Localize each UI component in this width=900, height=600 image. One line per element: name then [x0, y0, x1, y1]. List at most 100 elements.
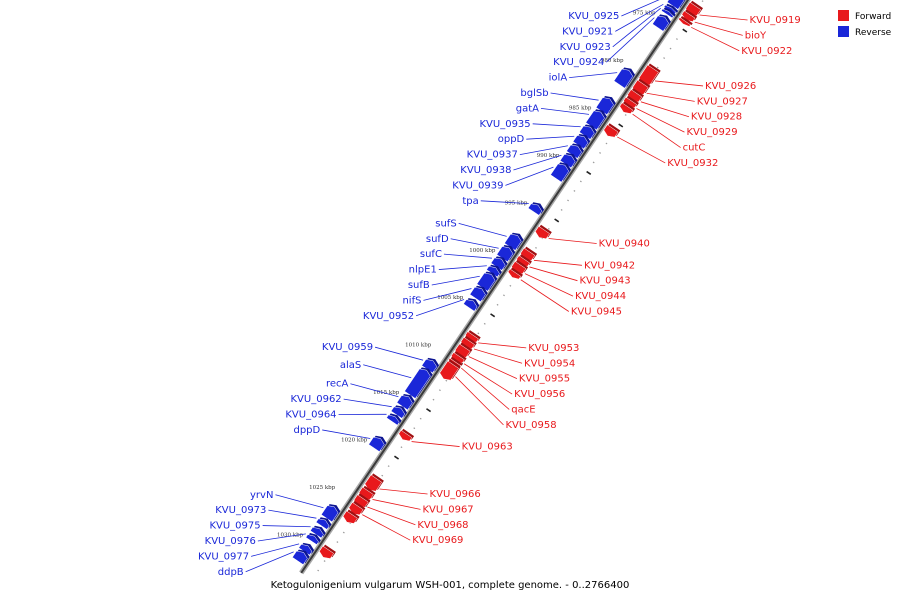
gene-label-KVU_0929[interactable]: KVU_0929 [686, 127, 737, 138]
forward-gene-KVU_0932[interactable] [603, 124, 619, 138]
reverse-gene-KVU_0964[interactable] [386, 414, 400, 426]
gene-label-KVU_0968[interactable]: KVU_0968 [417, 520, 468, 531]
gene-label-KVU_0976[interactable]: KVU_0976 [205, 536, 256, 547]
leader-line [463, 363, 513, 395]
gene-label-KVU_0922[interactable]: KVU_0922 [741, 46, 792, 57]
reverse-gene-KVU_0973[interactable] [315, 518, 330, 530]
gene-label-KVU_0953[interactable]: KVU_0953 [528, 343, 579, 354]
gene-label-KVU_0962[interactable]: KVU_0962 [291, 394, 342, 405]
minor-tick [438, 389, 441, 392]
reverse-gene-nifS[interactable] [469, 287, 486, 303]
reverse-gene-KVU_0925[interactable] [666, 0, 685, 10]
gene-label-KVU_0923[interactable]: KVU_0923 [560, 42, 611, 53]
gene-label-qacE[interactable]: qacE [511, 404, 535, 415]
reverse-gene-ddpB[interactable] [292, 550, 308, 565]
gene-label-KVU_0937[interactable]: KVU_0937 [467, 150, 518, 161]
gene-label-KVU_0959[interactable]: KVU_0959 [322, 342, 373, 353]
reverse-gene-recA[interactable] [396, 395, 413, 411]
gene-label-KVU_0955[interactable]: KVU_0955 [519, 374, 570, 385]
minor-tick [592, 161, 595, 164]
gene-label-sufB[interactable]: sufB [408, 280, 430, 291]
gene-label-KVU_0938[interactable]: KVU_0938 [460, 165, 511, 176]
reverse-gene-KVU_0975[interactable] [310, 527, 324, 539]
forward-gene-cutC[interactable] [619, 102, 634, 114]
forward-gene-KVU_0963[interactable] [398, 429, 413, 442]
forward-gene-KVU_0922[interactable] [678, 17, 691, 27]
gene-label-KVU_0945[interactable]: KVU_0945 [571, 306, 622, 317]
leader-line [322, 429, 371, 439]
reverse-gene-dppD[interactable] [368, 436, 385, 452]
forward-gene-unlabeled[interactable] [342, 510, 358, 524]
forward-gene-KVU_0966[interactable] [364, 474, 383, 492]
gene-label-alaS[interactable]: alaS [340, 360, 361, 371]
gene-label-KVU_0924[interactable]: KVU_0924 [553, 57, 604, 68]
gene-label-recA[interactable]: recA [326, 379, 349, 390]
gene-label-KVU_0935[interactable]: KVU_0935 [479, 119, 530, 130]
reverse-gene-tpa[interactable] [527, 203, 543, 216]
label-leader-lines [245, 0, 748, 573]
reverse-gene-KVU_0924[interactable] [652, 15, 669, 32]
gene-label-KVU_0958[interactable]: KVU_0958 [505, 420, 556, 431]
gene-label-KVU_0921[interactable]: KVU_0921 [562, 26, 613, 37]
gene-label-KVU_0919[interactable]: KVU_0919 [750, 15, 801, 26]
gene-label-KVU_0932[interactable]: KVU_0932 [667, 158, 718, 169]
forward-gene-KVU_0945[interactable] [507, 268, 522, 280]
gene-label-ddpB[interactable]: ddpB [218, 567, 244, 578]
gene-label-bglSb[interactable]: bglSb [520, 88, 548, 99]
gene-label-oppD[interactable]: oppD [498, 134, 525, 145]
gene-label-dppD[interactable]: dppD [293, 425, 320, 436]
gene-label-gatA[interactable]: gatA [516, 103, 539, 114]
gene-label-KVU_0944[interactable]: KVU_0944 [575, 291, 626, 302]
leader-line [458, 222, 507, 237]
gene-label-bioY[interactable]: bioY [745, 30, 767, 41]
gene-label-KVU_0940[interactable]: KVU_0940 [599, 238, 650, 249]
gene-label-sufD[interactable]: sufD [426, 234, 449, 245]
gene-label-sufS[interactable]: sufS [435, 218, 456, 229]
gene-label-KVU_0975[interactable]: KVU_0975 [209, 521, 260, 532]
leader-line [636, 108, 685, 133]
gene-label-KVU_0963[interactable]: KVU_0963 [462, 442, 513, 453]
gene-label-KVU_0928[interactable]: KVU_0928 [691, 112, 742, 123]
gene-label-KVU_0927[interactable]: KVU_0927 [697, 96, 748, 107]
leader-line [460, 367, 510, 410]
reverse-gene-alaS[interactable] [404, 368, 431, 399]
gene-label-KVU_0973[interactable]: KVU_0973 [215, 505, 266, 516]
reverse-gene-KVU_0923[interactable] [661, 8, 674, 19]
gene-features [292, 0, 703, 565]
gene-label-KVU_0952[interactable]: KVU_0952 [363, 311, 414, 322]
kbp-tick-label: 985 kbp [569, 105, 592, 111]
gene-label-KVU_0942[interactable]: KVU_0942 [584, 260, 635, 271]
minor-tick [323, 560, 326, 562]
gene-label-KVU_0966[interactable]: KVU_0966 [430, 489, 481, 500]
gene-label-KVU_0969[interactable]: KVU_0969 [412, 535, 463, 546]
forward-gene-KVU_0969[interactable] [348, 502, 364, 516]
gene-label-nifS[interactable]: nifS [402, 295, 421, 306]
kbp-tick-label: 1005 kbp [437, 295, 464, 301]
gene-label-tpa[interactable]: tpa [462, 196, 478, 207]
forward-gene-KVU_0958[interactable] [439, 360, 459, 381]
gene-label-iolA[interactable]: iolA [549, 73, 568, 84]
gene-label-KVU_0925[interactable]: KVU_0925 [568, 11, 619, 22]
gene-label-KVU_0964[interactable]: KVU_0964 [285, 410, 336, 421]
kbp-tick-label: 1020 kbp [341, 438, 368, 444]
gene-label-KVU_0954[interactable]: KVU_0954 [524, 358, 575, 369]
gene-label-KVU_0939[interactable]: KVU_0939 [452, 180, 503, 191]
forward-gene-unlabeled[interactable] [319, 545, 335, 559]
gene-label-KVU_0977[interactable]: KVU_0977 [198, 551, 249, 562]
gene-label-yrvN[interactable]: yrvN [250, 490, 273, 501]
forward-gene-KVU_0940[interactable] [535, 225, 550, 240]
reverse-gene-iolA[interactable] [613, 68, 634, 89]
gene-label-KVU_0926[interactable]: KVU_0926 [705, 81, 756, 92]
gene-label-KVU_0956[interactable]: KVU_0956 [514, 389, 565, 400]
reverse-gene-KVU_0939[interactable] [550, 163, 570, 183]
gene-label-cutC[interactable]: cutC [683, 143, 706, 154]
gene-label-nlpE1[interactable]: nlpE1 [409, 265, 437, 276]
reverse-gene-KVU_0952[interactable] [463, 299, 478, 312]
gene-label-KVU_0967[interactable]: KVU_0967 [423, 504, 474, 515]
reverse-gene-yrvN[interactable] [320, 505, 339, 523]
reverse-gene-KVU_0962[interactable] [390, 406, 406, 419]
gene-label-sufC[interactable]: sufC [420, 249, 442, 260]
leader-line [363, 364, 412, 379]
gene-label-KVU_0943[interactable]: KVU_0943 [579, 276, 630, 287]
reverse-gene-KVU_0976[interactable] [305, 534, 319, 545]
